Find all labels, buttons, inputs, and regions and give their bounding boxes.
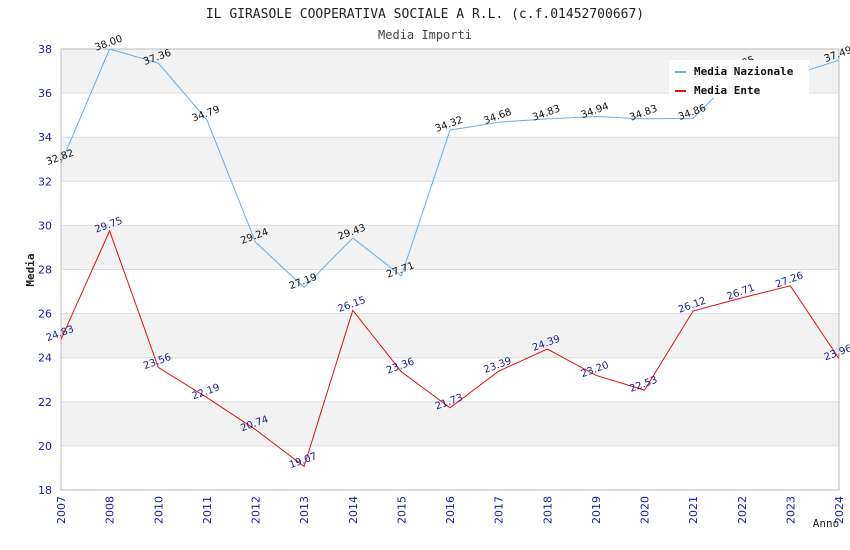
x-tick-label: 2007: [55, 496, 68, 524]
data-label: 22.19: [191, 382, 222, 402]
band: [61, 225, 839, 270]
x-tick-label: 2021: [687, 496, 700, 524]
data-label: 34.86: [677, 103, 708, 123]
y-tick-label: 32: [38, 175, 52, 188]
x-tick-label: 2012: [250, 496, 263, 524]
background-bands: [61, 49, 839, 446]
y-tick-label: 26: [38, 308, 52, 321]
y-tick-labels: 18 20 22 24 26 28 30 32 34 36 38: [38, 43, 52, 497]
y-tick-label: 20: [38, 440, 52, 453]
x-axis-title: Anno: [813, 517, 840, 530]
chart-subtitle: Media Importi: [378, 28, 472, 42]
data-label: 34.94: [580, 101, 611, 121]
data-label: 34.83: [628, 103, 659, 123]
x-tick-label: 2008: [104, 496, 117, 524]
series-lines: [60, 48, 840, 468]
x-tick-label: 2014: [347, 496, 360, 524]
series-line-media-ente: [60, 229, 840, 468]
y-tick-label: 22: [38, 396, 52, 409]
x-tick-label: 2016: [444, 496, 457, 524]
x-tick-label: 2015: [395, 496, 408, 524]
y-tick-label: 36: [38, 87, 52, 100]
x-tick-label: 2013: [298, 496, 311, 524]
data-label: 19.07: [288, 451, 319, 471]
data-label: 34.83: [531, 103, 562, 123]
data-label: 34.79: [191, 104, 222, 124]
x-tick-label: 2019: [590, 496, 603, 524]
legend-label-media-nazionale: Media Nazionale: [694, 65, 794, 78]
data-label: 23.39: [482, 356, 513, 376]
y-tick-label: 30: [38, 219, 52, 232]
y-tick-label: 34: [38, 131, 52, 144]
x-tick-labels: 2007 2008 2010 2011 2012 2013 2014 2015 2016 2017…: [55, 496, 846, 524]
data-label: 34.68: [482, 107, 513, 127]
x-tick-label: 2024: [833, 496, 846, 524]
x-tick-label: 2010: [152, 496, 165, 524]
data-label: 27.19: [288, 272, 319, 292]
chart-title: IL GIRASOLE COOPERATIVA SOCIALE A R.L. (…: [206, 7, 644, 22]
y-tick-label: 18: [38, 484, 52, 497]
series-line-media-nazionale: [60, 48, 840, 289]
legend-box: [669, 60, 809, 98]
data-label: 26.71: [726, 283, 757, 303]
data-label: 23.36: [385, 356, 416, 376]
x-tick-label: 2017: [493, 496, 506, 524]
y-axis-title: Media: [24, 253, 37, 286]
legend: Media Nazionale Media Ente: [669, 60, 809, 98]
data-label: 22.53: [628, 375, 659, 395]
y-tick-label: 38: [38, 43, 52, 56]
y-tick-label: 28: [38, 264, 52, 277]
x-tick-label: 2011: [201, 496, 214, 524]
x-tick-label: 2020: [639, 496, 652, 524]
x-tick-label: 2023: [784, 496, 797, 524]
y-tick-label: 24: [38, 352, 52, 365]
x-tick-label: 2022: [736, 496, 749, 524]
band: [61, 401, 839, 446]
data-label: 27.26: [774, 270, 805, 290]
data-label: 23.20: [580, 360, 611, 380]
x-tick-label: 2018: [541, 496, 554, 524]
band: [61, 313, 839, 358]
plot-frame: [60, 48, 840, 491]
legend-label-media-ente: Media Ente: [694, 84, 761, 97]
band: [61, 137, 839, 182]
